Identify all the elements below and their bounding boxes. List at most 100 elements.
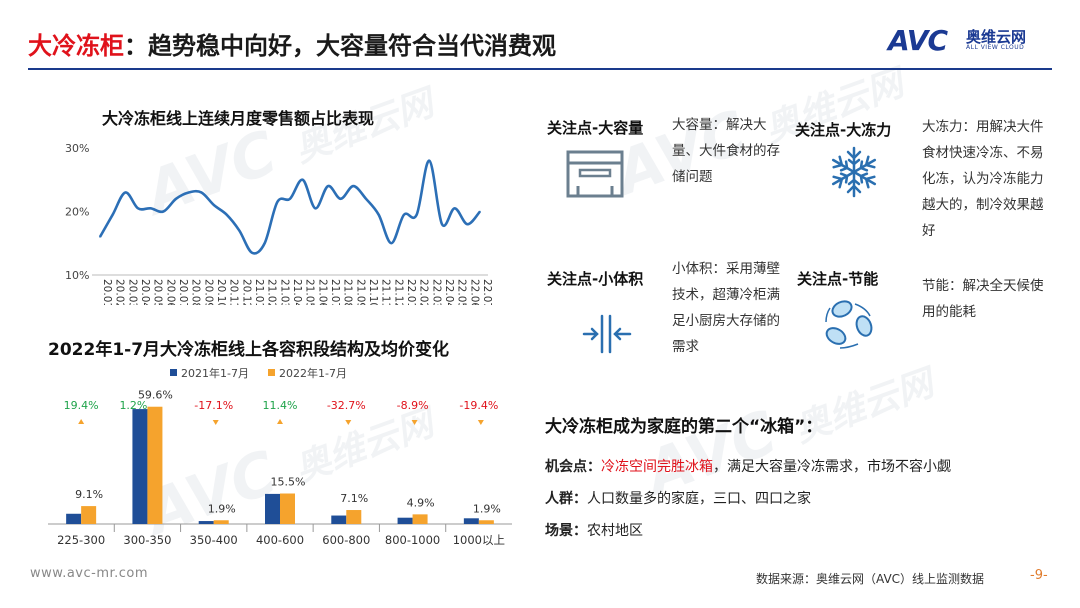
- price-change-label: -8.9%: [397, 399, 429, 412]
- page-title-rest: ：趋势稳中向好，大容量符合当代消费观: [124, 32, 556, 60]
- bar-2021: [132, 409, 148, 524]
- data-point: [415, 213, 418, 216]
- price-change-label: 1.2%: [119, 399, 147, 412]
- value-label: 1.9%: [473, 502, 501, 515]
- bar-2022: [478, 520, 494, 524]
- x-tick-label: 22.07: [481, 279, 493, 305]
- x-tick-label: 22.04: [443, 279, 455, 305]
- focus-desc-small-volume: 小体积：采用薄壁技术，超薄冷柜满足小厨房大存储的需求: [672, 261, 780, 355]
- data-point: [187, 191, 190, 194]
- bar-2022: [280, 493, 295, 524]
- data-point: [365, 198, 367, 200]
- summary-row-label: 人群：: [545, 491, 587, 507]
- bar-2021: [463, 518, 479, 524]
- x-tick-label: 20.06: [164, 279, 176, 305]
- x-tick-label: 21.07: [329, 279, 341, 305]
- category-label: 1000以上: [453, 533, 505, 547]
- freezer-chest-icon: [566, 150, 624, 202]
- summary-heading: 大冷冻柜成为家庭的第二个“冰箱”：: [545, 417, 823, 437]
- leaf-cycle-icon: [822, 296, 878, 356]
- focus-title-freezing-power: 关注点-大冻力: [795, 121, 892, 139]
- x-tick-label: 20.04: [139, 279, 151, 305]
- focus-desc-freezing-power: 大冻力：用解决大件食材快速冷冻、不易化冻，认为冷冻能力越大的，制冷效果越好: [922, 119, 1044, 239]
- line-chart-title: 大冷冻柜线上连续月度零售额占比表现: [102, 109, 375, 128]
- data-point: [403, 213, 405, 216]
- thin-wall-icon: [582, 314, 632, 358]
- x-tick-label: 21.01: [253, 279, 265, 305]
- logo-en: ALL VIEW CLOUD: [966, 44, 1025, 51]
- page-title-accent: 大冷冻柜: [28, 32, 124, 60]
- x-tick-label: 22.05: [456, 279, 468, 305]
- focus-desc-large-capacity: 大容量：解决大量、大件食材的存储问题: [672, 117, 780, 185]
- legend-label: 2021年1-7月: [181, 366, 249, 380]
- category-label: 800-1000: [385, 533, 440, 547]
- x-tick-label: 20.11: [228, 279, 240, 305]
- price-down-arrow: [411, 420, 418, 425]
- x-tick-label: 22.02: [418, 279, 430, 305]
- x-tick-label: 21.03: [278, 279, 290, 305]
- page-number: -9-: [1030, 568, 1048, 583]
- data-point: [213, 204, 215, 206]
- x-tick-label: 20.05: [152, 279, 164, 305]
- x-tick-label: 21.12: [392, 279, 404, 305]
- legend-label: 2022年1-7月: [279, 366, 347, 380]
- summary-row-text: 人口数量多的家庭，三口、四口之家: [587, 491, 811, 507]
- category-label: 300-350: [123, 533, 171, 547]
- value-label: 59.6%: [138, 389, 173, 402]
- price-down-arrow: [477, 420, 484, 425]
- price-change-label: -17.1%: [194, 399, 233, 412]
- bar-2021: [66, 513, 82, 524]
- data-point: [352, 185, 355, 187]
- bar-2022: [213, 520, 229, 524]
- monthly-share-line-chart: 30%20%10%20.01 20.02 20.03 20.04 20.05 20.06 2…: [65, 142, 493, 305]
- data-point: [327, 185, 329, 187]
- data-point: [339, 198, 342, 200]
- footer-source: 数据来源：奥维云网（AVC）线上监测数据: [756, 572, 985, 586]
- bar-2021: [198, 521, 214, 524]
- x-tick-label: 22.03: [430, 279, 442, 305]
- data-point: [301, 178, 304, 181]
- series-line: [98, 159, 481, 255]
- x-tick-label: 20.01: [101, 279, 113, 305]
- y-tick-label: 10%: [65, 269, 89, 282]
- x-tick-label: 21.10: [367, 279, 379, 305]
- x-tick-label: 21.02: [266, 279, 278, 305]
- volume-segment-bar-chart: 2021年1-7月 2022年1-7月9.1%19.4%225-30059.6%1…: [48, 366, 512, 547]
- bar-2022: [412, 514, 428, 524]
- x-tick-label: 20.02: [114, 279, 126, 305]
- summary-row-label: 场景：: [545, 523, 587, 539]
- footer-url[interactable]: www.avc-mr.com: [30, 566, 149, 581]
- data-point: [225, 213, 228, 216]
- x-tick-label: 22.01: [405, 279, 417, 305]
- x-tick-label: 20.10: [215, 279, 227, 305]
- value-label: 9.1%: [75, 488, 103, 501]
- x-tick-label: 21.05: [304, 279, 316, 305]
- summary-row-highlight: 冷冻空间完胜冰箱: [601, 459, 713, 475]
- summary-row-text: 农村地区: [587, 523, 643, 539]
- x-tick-label: 21.11: [380, 279, 392, 305]
- data-point: [111, 213, 114, 216]
- data-point: [441, 223, 443, 225]
- data-point: [453, 207, 456, 210]
- bar-2022: [81, 506, 97, 524]
- x-tick-label: 21.06: [316, 279, 328, 305]
- y-tick-label: 30%: [65, 142, 89, 155]
- bar-2022: [147, 406, 163, 524]
- summary-row-label: 机会点：: [545, 459, 601, 475]
- logo-mark: AVC: [888, 24, 948, 57]
- data-point: [377, 213, 380, 216]
- focus-title-energy-saving: 关注点-节能: [797, 270, 879, 288]
- data-point: [251, 251, 253, 254]
- data-point: [175, 198, 177, 200]
- bar-2021: [265, 493, 280, 524]
- page-title: 大冷冻柜：趋势稳中向好，大容量符合当代消费观: [28, 26, 556, 61]
- legend-swatch: [268, 369, 275, 376]
- snowflake-icon: [826, 144, 882, 204]
- data-point: [124, 191, 127, 194]
- price-change-label: 11.4%: [263, 399, 298, 412]
- x-tick-label: 21.09: [354, 279, 366, 305]
- data-point: [390, 242, 393, 245]
- price-change-label: -19.4%: [459, 399, 498, 412]
- x-tick-label: 21.08: [342, 279, 354, 305]
- x-tick-label: 20.08: [190, 279, 202, 305]
